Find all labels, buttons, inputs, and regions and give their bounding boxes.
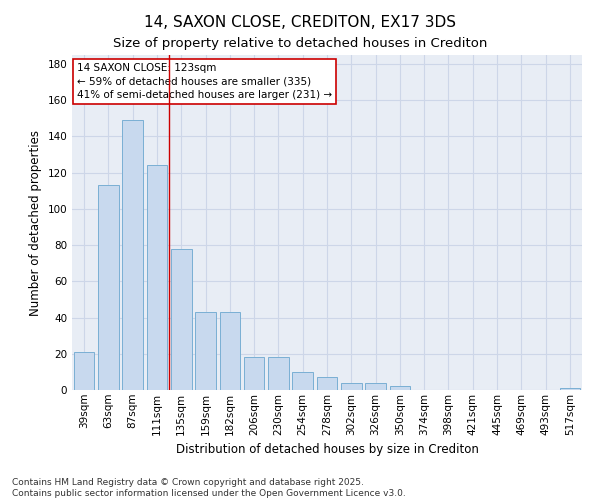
Text: 14, SAXON CLOSE, CREDITON, EX17 3DS: 14, SAXON CLOSE, CREDITON, EX17 3DS	[144, 15, 456, 30]
Bar	[560, 388, 580, 390]
Bar	[268, 358, 289, 390]
Bar	[122, 120, 143, 390]
Bar	[98, 186, 119, 390]
X-axis label: Distribution of detached houses by size in Crediton: Distribution of detached houses by size …	[176, 443, 478, 456]
Bar	[146, 166, 167, 390]
Bar	[195, 312, 216, 390]
Bar	[341, 383, 362, 390]
Bar	[317, 378, 337, 390]
Bar	[74, 352, 94, 390]
Text: Size of property relative to detached houses in Crediton: Size of property relative to detached ho…	[113, 38, 487, 51]
Bar	[365, 383, 386, 390]
Text: Contains HM Land Registry data © Crown copyright and database right 2025.
Contai: Contains HM Land Registry data © Crown c…	[12, 478, 406, 498]
Bar	[220, 312, 240, 390]
Bar	[171, 249, 191, 390]
Bar	[244, 358, 265, 390]
Bar	[292, 372, 313, 390]
Bar	[389, 386, 410, 390]
Y-axis label: Number of detached properties: Number of detached properties	[29, 130, 42, 316]
Text: 14 SAXON CLOSE: 123sqm
← 59% of detached houses are smaller (335)
41% of semi-de: 14 SAXON CLOSE: 123sqm ← 59% of detached…	[77, 64, 332, 100]
